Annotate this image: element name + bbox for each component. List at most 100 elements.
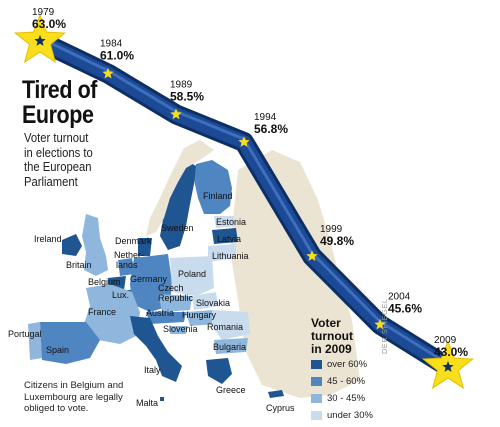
legend-title: Voter turnout in 2009	[311, 317, 391, 356]
data-point-star	[238, 136, 250, 147]
legend-title-line: in 2009	[311, 342, 352, 356]
country-label: Malta	[136, 398, 158, 408]
country-labels: Finland Sweden Estonia Latvia Lithuania Irela…	[8, 191, 295, 413]
legend-item: 30 - 45%	[311, 392, 391, 407]
country-label: Germany	[130, 274, 168, 284]
country-label: Sweden	[161, 223, 194, 233]
legend-item: over 60%	[311, 358, 391, 373]
legend-swatch	[311, 394, 322, 403]
x-tick-label: 2009	[434, 335, 457, 346]
country-label: France	[88, 307, 116, 317]
x-tick-label: 2004	[388, 292, 411, 303]
country-shape-romania	[212, 310, 250, 340]
country-label: Ireland	[34, 234, 62, 244]
country-label: Austria	[146, 308, 174, 318]
country-label: Italy	[144, 365, 161, 375]
country-label: Lux.	[112, 290, 129, 300]
data-point-star	[102, 67, 114, 79]
country-shape-france	[84, 284, 140, 344]
country-shape-poland	[170, 256, 214, 296]
legend-label: 30 - 45%	[327, 393, 366, 404]
legend-label: over 60%	[327, 359, 368, 370]
country-shape-hungary	[186, 310, 216, 326]
end-star-center	[34, 35, 46, 46]
subtitle-line: Voter turnout	[24, 131, 89, 145]
country-label: Estonia	[216, 217, 246, 227]
data-label: 63.0%	[32, 17, 66, 31]
map-legend: Voter turnout in 2009 over 60% 45 - 60% …	[311, 317, 391, 424]
turnout-markers	[13, 13, 475, 390]
country-shape-britain	[82, 214, 108, 276]
data-label: 49.8%	[320, 234, 354, 248]
legend-item: 45 - 60%	[311, 375, 391, 390]
data-point-star	[306, 250, 318, 261]
x-tick-label: 1979	[32, 7, 55, 18]
country-label: Lithuania	[212, 251, 249, 261]
country-label: Denmark	[115, 236, 152, 246]
country-shape-ireland	[62, 234, 82, 256]
country-shape-denmark	[138, 238, 152, 256]
country-label: Czech Republic	[158, 283, 194, 303]
data-label: 43.0%	[434, 345, 468, 359]
country-label: Belgium	[88, 277, 121, 287]
chart-title: Tired of Europe	[22, 78, 97, 128]
country-shape-sweden	[160, 158, 196, 250]
country-shape-slovakia	[192, 292, 218, 310]
country-shape-czech	[158, 294, 192, 312]
chart-subtitle: Voter turnout in elections to the Europe…	[24, 131, 141, 189]
subtitle-line: in elections to	[24, 145, 93, 160]
data-point-star	[170, 108, 182, 120]
data-point-star	[374, 318, 386, 330]
country-shape-portugal	[28, 322, 42, 360]
data-label: 61.0%	[100, 49, 134, 63]
country-label: Hungary	[182, 310, 217, 320]
country-shape-lithuania	[208, 244, 236, 262]
non-eu-landmass-east	[250, 330, 330, 395]
subtitle-line: Parliament	[24, 174, 78, 189]
map-note: Citizens in Belgium and Luxembourg are l…	[24, 380, 124, 415]
country-shape-cyprus	[268, 390, 284, 398]
country-shape-greece	[206, 358, 232, 384]
country-label: Bulgaria	[213, 342, 246, 352]
europe-map	[28, 140, 360, 401]
country-shape-finland	[194, 160, 232, 214]
data-label: 58.5%	[170, 89, 204, 103]
country-label: Romania	[207, 322, 243, 332]
country-shape-latvia	[212, 228, 238, 244]
end-star-center	[442, 361, 454, 372]
country-label: Latvia	[217, 234, 241, 244]
country-shape-italy	[130, 316, 182, 382]
country-shape-netherlands	[118, 258, 134, 276]
legend-swatch	[311, 377, 322, 386]
country-label: Finland	[203, 191, 233, 201]
title-line: Tired of	[22, 76, 98, 104]
publisher-credit: DER SPIEGEL	[380, 298, 389, 354]
country-label: Portugal	[8, 329, 42, 339]
legend-item: under 30%	[311, 409, 391, 424]
country-label: Britain	[66, 260, 92, 270]
note-line: obliged to vote.	[24, 403, 89, 414]
country-label: Spain	[46, 345, 69, 355]
country-label: Slovakia	[196, 298, 230, 308]
subtitle-line: the European	[24, 160, 92, 174]
country-shape-slovenia	[170, 326, 188, 334]
legend-label: under 30%	[327, 410, 373, 421]
country-label: Nether-lands	[114, 250, 144, 270]
country-label: Greece	[216, 385, 246, 395]
country-shape-spain	[40, 322, 100, 364]
data-label: 56.8%	[254, 122, 288, 136]
country-label: Slovenia	[163, 324, 198, 334]
data-label: 45.6%	[388, 302, 422, 316]
country-label: Poland	[178, 269, 206, 279]
country-label: Cyprus	[266, 403, 295, 413]
x-tick-label: 1989	[170, 79, 193, 90]
